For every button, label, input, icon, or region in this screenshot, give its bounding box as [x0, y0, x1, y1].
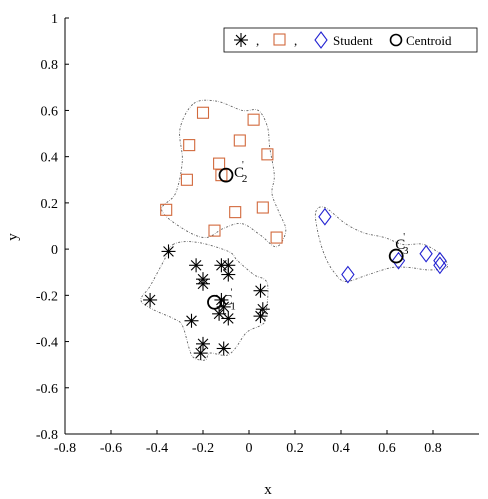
square-point: [256, 201, 269, 214]
legend-box: [223, 27, 478, 53]
x-tick-label: 0.2: [286, 441, 304, 456]
square-point: [160, 203, 173, 216]
legend-diamond-icon: [314, 31, 328, 49]
x-tick-label: -0.6: [100, 441, 122, 456]
student-diamond-point: [433, 256, 447, 275]
y-tick-label: -0.6: [36, 382, 58, 397]
x-tick-label: -0.2: [192, 441, 214, 456]
legend-separator-2: ,: [294, 33, 297, 48]
x-axis-label: x: [264, 482, 272, 498]
centroid-label-2: C' 2: [234, 160, 247, 185]
student-diamond-point: [318, 207, 332, 226]
x-tick-label: -0.8: [54, 441, 76, 456]
asterisk-point: [221, 267, 236, 282]
y-tick-label: -0.4: [36, 336, 58, 351]
student-diamond-point: [433, 251, 447, 270]
square-point: [213, 157, 226, 170]
x-tick-label: 0: [246, 441, 253, 456]
square-point: [233, 134, 246, 147]
data-markers: [143, 106, 447, 361]
y-tick-label: 0.4: [41, 151, 59, 166]
square-point: [183, 139, 196, 152]
asterisk-point: [161, 244, 176, 259]
legend-separator-1: ,: [256, 33, 259, 48]
asterisk-point: [196, 276, 210, 291]
asterisk-point: [253, 309, 268, 324]
legend-square-icon: [273, 33, 286, 46]
y-tick-label: 0.6: [41, 104, 59, 119]
plot-background: [65, 18, 479, 434]
centroid-label-3: C' 3: [395, 232, 409, 257]
x-tick-label: 0.4: [332, 441, 350, 456]
asterisk-point: [189, 258, 204, 273]
asterisk-point: [221, 311, 236, 326]
square-point: [196, 106, 210, 119]
x-tick-label: 0.8: [424, 441, 442, 456]
asterisk-point: [253, 283, 268, 298]
legend-asterisk-icon: [234, 33, 248, 47]
asterisk-point: [196, 336, 210, 351]
square-point: [261, 148, 274, 161]
y-axis-label: y: [5, 233, 21, 241]
legend: , , Student Centroid: [223, 27, 478, 53]
cluster-boundaries: [140, 99, 449, 361]
asterisk-point: [143, 292, 158, 307]
y-tick-label: -0.2: [36, 289, 58, 304]
student-diamond-point: [341, 265, 355, 284]
asterisk-point: [184, 313, 199, 328]
legend-centroid-label: Centroid: [406, 33, 452, 48]
centroids: C' 1 C' 2 C' 3: [207, 160, 409, 312]
legend-student-label: Student: [333, 33, 373, 48]
x-tick-label: -0.4: [146, 441, 168, 456]
y-tick-label: 0.2: [41, 197, 59, 212]
student-diamond-point: [419, 244, 433, 263]
asterisk-point: [193, 346, 208, 361]
y-tick-label: -0.8: [36, 428, 58, 443]
cluster-boundary-1: [140, 241, 269, 361]
centroid-2: [218, 167, 234, 183]
cluster-boundary-3: [314, 206, 449, 282]
square-point: [180, 173, 193, 186]
square-point: [208, 224, 221, 237]
legend-centroid-icon: [389, 33, 403, 47]
square-point: [247, 113, 260, 126]
x-tick-label: 0.6: [378, 441, 396, 456]
y-tick-label: 0.8: [41, 58, 59, 73]
y-tick-label: 0: [51, 243, 58, 258]
asterisk-point: [221, 258, 236, 273]
centroid-1: [207, 294, 222, 310]
axes: -0.8 -0.6 -0.4 -0.2 0 0.2 0.4 0.6 0.8 -0.8 -0.6 -0.…: [36, 12, 479, 456]
square-point: [270, 231, 283, 244]
asterisk-point: [212, 306, 227, 321]
cluster-boundary-2: [161, 99, 287, 248]
centroid-label-1: C' 1: [223, 287, 236, 312]
legend-asterisk-shape: [234, 33, 248, 47]
centroid-3: [388, 248, 404, 264]
asterisk-point: [216, 341, 231, 356]
y-tick-label: 1: [51, 12, 58, 27]
square-point: [229, 206, 242, 219]
